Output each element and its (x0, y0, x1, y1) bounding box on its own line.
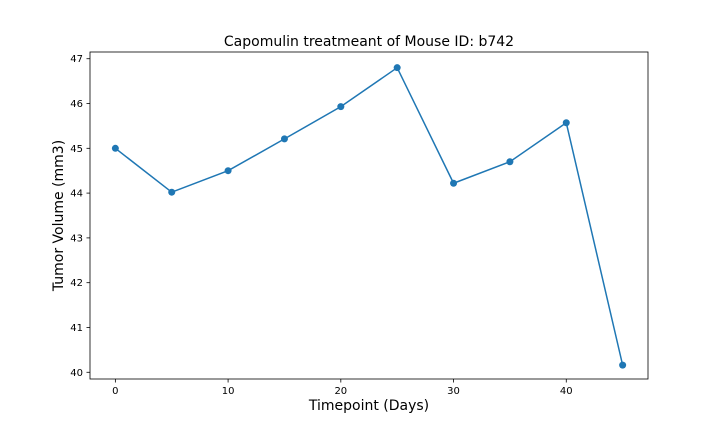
data-point (111, 144, 119, 152)
plot-area (89, 51, 649, 380)
x-tick-label: 10 (222, 386, 235, 397)
y-tick-label: 42 (70, 278, 83, 289)
series-line (114, 66, 624, 366)
y-tick-label: 44 (70, 189, 83, 200)
y-tick-label: 45 (70, 144, 83, 155)
x-tick-label: 40 (560, 386, 573, 397)
data-point (450, 179, 458, 187)
chart-title: Capomulin treatmeant of Mouse ID: b742 (224, 34, 514, 50)
y-tick-label: 43 (70, 233, 83, 244)
data-point (280, 135, 288, 143)
y-tick-label: 47 (70, 54, 83, 65)
data-point (619, 361, 627, 369)
y-axis-label: Tumor Volume (mm3) (51, 140, 67, 292)
x-tick-label: 30 (447, 386, 460, 397)
data-point (224, 167, 232, 175)
data-point (337, 103, 345, 111)
x-tick-label: 0 (112, 386, 118, 397)
data-points (111, 64, 627, 369)
x-axis-label: Timepoint (Days) (308, 398, 429, 414)
y-tick-label: 41 (70, 323, 83, 334)
y-axis: 40 41 42 43 44 45 46 47 (70, 54, 90, 379)
x-tick-label: 20 (334, 386, 347, 397)
y-tick-label: 46 (70, 99, 83, 110)
y-tick-label: 40 (70, 368, 83, 379)
data-point (562, 119, 570, 127)
data-point (168, 188, 176, 196)
data-point (393, 64, 401, 72)
x-axis: 0 10 20 30 40 (112, 379, 573, 397)
data-point (506, 158, 514, 166)
